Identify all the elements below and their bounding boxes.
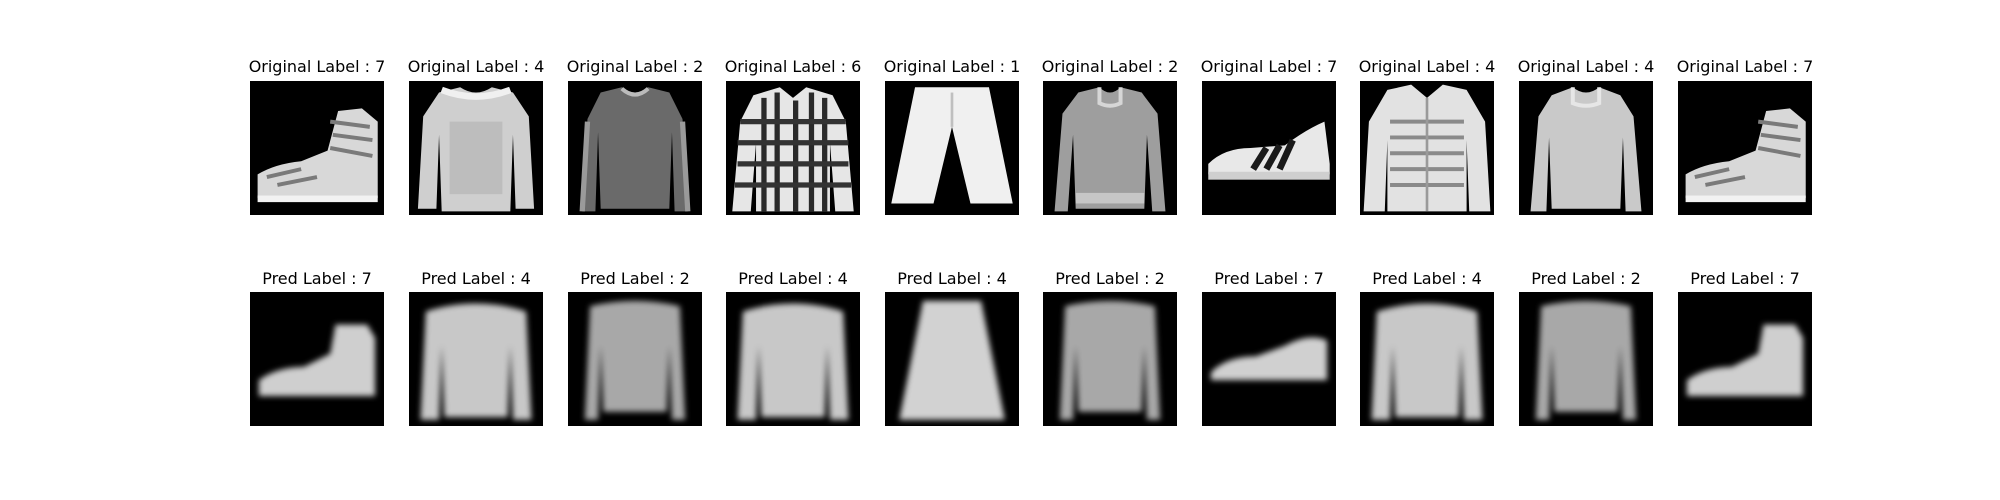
plaid-shirt-icon: [732, 87, 854, 212]
prediction-image: [726, 292, 860, 426]
sweater-icon: [417, 86, 535, 212]
original-image: [1202, 81, 1336, 215]
blurry-flat-sneaker-icon: [1210, 337, 1328, 381]
original-image: [1043, 81, 1177, 215]
original-label-title: Original Label : 2: [566, 57, 704, 76]
prediction-label-title: Pred Label : 2: [1531, 269, 1641, 288]
prediction-image: [885, 292, 1019, 426]
pullover-light-icon: [1530, 87, 1642, 212]
original-label-title: Original Label : 6: [724, 57, 862, 76]
prediction-label-title: Pred Label : 4: [421, 269, 531, 288]
original-label-title: Original Label : 2: [1041, 57, 1179, 76]
prediction-label-title: Pred Label : 4: [897, 269, 1007, 288]
original-label-title: Original Label : 4: [1358, 57, 1496, 76]
prediction-image: [409, 292, 543, 426]
blurry-pullover-icon: [1535, 300, 1637, 420]
prediction-label-title: Pred Label : 7: [1214, 269, 1324, 288]
original-image: [409, 81, 543, 215]
blurry-coat-icon: [1371, 303, 1483, 420]
prediction-label-title: Pred Label : 4: [738, 269, 848, 288]
original-image: [1360, 81, 1494, 215]
prediction-label-title: Pred Label : 2: [1055, 269, 1165, 288]
original-label-title: Original Label : 4: [1517, 57, 1655, 76]
longsleeve-dark-icon: [579, 87, 691, 212]
prediction-label-title: Pred Label : 7: [1690, 269, 1800, 288]
sneaker-high-icon: [257, 108, 378, 203]
prediction-image: [1360, 292, 1494, 426]
blurry-sneaker-icon: [1686, 324, 1804, 396]
prediction-image: [568, 292, 702, 426]
blurry-coat-icon: [737, 303, 849, 420]
prediction-label-title: Pred Label : 7: [262, 269, 372, 288]
original-image: [885, 81, 1019, 215]
prediction-image: [250, 292, 384, 426]
original-image: [250, 81, 384, 215]
original-label-title: Original Label : 7: [1200, 57, 1338, 76]
original-image: [568, 81, 702, 215]
prediction-image: [1519, 292, 1653, 426]
sneaker-high-icon: [1685, 108, 1806, 203]
blurry-sneaker-icon: [258, 324, 376, 396]
blurry-pullover-icon: [1059, 300, 1161, 420]
original-image: [1678, 81, 1812, 215]
trouser-icon: [891, 87, 1013, 204]
blurry-dress-icon: [899, 300, 1005, 420]
blurry-coat-icon: [420, 303, 532, 420]
original-label-title: Original Label : 7: [1676, 57, 1814, 76]
prediction-image: [1678, 292, 1812, 426]
original-image: [1519, 81, 1653, 215]
prediction-label-title: Pred Label : 2: [580, 269, 690, 288]
striped-sneaker-icon: [1208, 121, 1330, 180]
coat-icon: [1363, 84, 1491, 212]
prediction-image: [1043, 292, 1177, 426]
original-label-title: Original Label : 1: [883, 57, 1021, 76]
prediction-label-title: Pred Label : 4: [1372, 269, 1482, 288]
prediction-image: [1202, 292, 1336, 426]
blurry-pullover-icon: [584, 300, 686, 420]
pullover-icon: [1054, 87, 1166, 212]
original-image: [726, 81, 860, 215]
original-label-title: Original Label : 4: [407, 57, 545, 76]
original-label-title: Original Label : 7: [248, 57, 386, 76]
